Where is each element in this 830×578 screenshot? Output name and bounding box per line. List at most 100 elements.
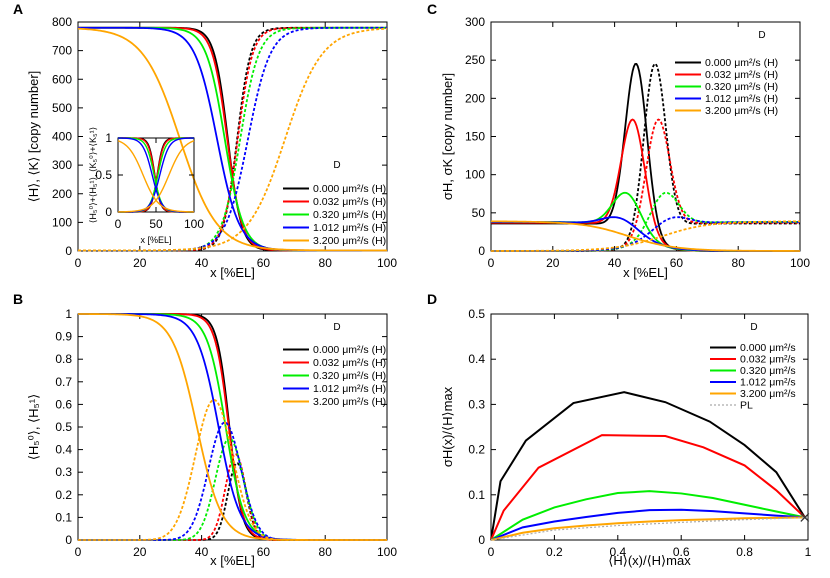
panel-c-legend-entry: 1.012 μm²/s (H) bbox=[705, 93, 778, 105]
panel-b-ylabel: ⟨H₅⁰⟩, ⟨H₅¹⟩ bbox=[26, 394, 41, 460]
panel-a-letter: A bbox=[13, 1, 23, 17]
panel-d-ytick-label: 0.4 bbox=[468, 352, 485, 366]
panel-b-legend-entry: 0.032 μm²/s (H) bbox=[313, 357, 386, 369]
panel-a-inset-line bbox=[117, 140, 195, 213]
panel-a-ytick-label: 300 bbox=[52, 158, 72, 172]
panel-b-xtick-label: 100 bbox=[377, 545, 397, 559]
panel-a-ytick-label: 500 bbox=[52, 101, 72, 115]
panel-a-ytick-label: 100 bbox=[52, 215, 72, 229]
panel-b-xtick-label: 80 bbox=[319, 545, 333, 559]
panel-a-K-line bbox=[78, 27, 388, 252]
panel-b-legend-entry: 0.320 μm²/s (H) bbox=[313, 370, 386, 382]
panel-a-ylabel: ⟨H⟩, ⟨K⟩ [copy number] bbox=[26, 71, 41, 203]
panel-b-ytick-label: 0.7 bbox=[55, 375, 72, 389]
panel-c: 0 20 40 60 80 100 0 50 100 150 200 250 300 Cx [%EL] σH… bbox=[427, 1, 810, 280]
panel-d-corner-label: D bbox=[750, 322, 757, 333]
panel-d-ytick-label: 0 bbox=[478, 533, 485, 547]
panel-c-legend-entry: 0.320 μm²/s (H) bbox=[705, 81, 778, 93]
panel-b-ytick-label: 0.8 bbox=[55, 352, 72, 366]
panel-a-inset-xtick-label: 50 bbox=[149, 217, 163, 231]
panel-d-ytick-label: 0.5 bbox=[468, 307, 485, 321]
panel-a-xtick-label: 0 bbox=[75, 256, 82, 270]
panel-d-ytick-label: 0.3 bbox=[468, 397, 485, 411]
panel-c-K-line bbox=[491, 118, 800, 252]
panel-a-legend-entry: 1.012 μm²/s (H) bbox=[313, 222, 386, 234]
panel-d-legend-entry: PL bbox=[740, 400, 753, 412]
panel-c-legend-entry: 3.200 μm²/s (H) bbox=[705, 105, 778, 117]
panel-a-ytick-label: 0 bbox=[65, 244, 72, 258]
panel-c-xtick-label: 80 bbox=[732, 256, 746, 270]
panel-a-inset-ytick-label: 0 bbox=[105, 205, 112, 219]
panel-d-endpoint-marker bbox=[800, 512, 810, 522]
panel-d-letter: D bbox=[427, 291, 437, 307]
panel-c-ytick-label: 0 bbox=[478, 244, 485, 258]
panel-a-inset-ytick-label: 0.5 bbox=[95, 168, 112, 182]
panel-b-corner-label: D bbox=[333, 322, 340, 333]
panel-b-xtick-label: 60 bbox=[257, 545, 271, 559]
panel-d-plot-frame bbox=[490, 313, 809, 541]
panel-c-xtick-label: 60 bbox=[670, 256, 684, 270]
panel-c-ytick-label: 300 bbox=[465, 15, 485, 29]
panel-d-line bbox=[490, 391, 806, 541]
panel-a-xtick-label: 40 bbox=[195, 256, 209, 270]
panel-b: 0 20 40 60 80 100 0 0.1 0.2 0.3 0.4 0.5 0.6 0.7 0.8 0.9… bbox=[13, 291, 397, 568]
panel-d-ytick-label: 0.1 bbox=[468, 488, 485, 502]
panel-a-legend-entry: 3.200 μm²/s (H) bbox=[313, 235, 386, 247]
panel-c-ytick-label: 200 bbox=[465, 91, 485, 105]
panel-d-legend-entry: 0.320 μm²/s bbox=[740, 365, 796, 377]
panel-d-ytick-label: 0.2 bbox=[468, 443, 485, 457]
panel-c-xtick-label: 20 bbox=[546, 256, 560, 270]
panel-a-legend-entry: 0.320 μm²/s (H) bbox=[313, 209, 386, 221]
panel-a-corner-label: D bbox=[333, 160, 340, 171]
panel-c-legend-entry: 0.032 μm²/s (H) bbox=[705, 69, 778, 81]
panel-b-ytick-label: 0.6 bbox=[55, 397, 72, 411]
panel-c-xtick-label: 100 bbox=[790, 256, 810, 270]
panel-d-line bbox=[490, 434, 806, 541]
panel-a-inset-xtick-label: 100 bbox=[184, 217, 204, 231]
panel-b-ytick-label: 0.1 bbox=[55, 510, 72, 524]
panel-a-xtick-label: 60 bbox=[257, 256, 271, 270]
panel-d-xtick-label: 0.2 bbox=[546, 545, 563, 559]
panel-a-legend-entry: 0.000 μm²/s (H) bbox=[313, 183, 386, 195]
panel-d-xtick-label: 0.6 bbox=[673, 545, 690, 559]
panel-c-ytick-label: 150 bbox=[465, 130, 485, 144]
panel-b-xtick-label: 40 bbox=[195, 545, 209, 559]
panel-a-inset-ytick-label: 1 bbox=[105, 131, 112, 145]
panel-c-ylabel: σH, σK [copy number] bbox=[440, 73, 455, 200]
panel-a-inset-xtick-label: 0 bbox=[115, 217, 122, 231]
panel-b-ytick-label: 0.3 bbox=[55, 465, 72, 479]
panel-a-xtick-label: 100 bbox=[377, 256, 397, 270]
panel-d-xlabel: ⟨H⟩(x)/⟨H⟩max bbox=[608, 553, 691, 568]
panel-a-ytick-label: 200 bbox=[52, 187, 72, 201]
panel-c-corner-label: D bbox=[758, 30, 765, 41]
panel-c-xtick-label: 0 bbox=[488, 256, 495, 270]
panel-d-line bbox=[490, 516, 809, 541]
panel-d-line bbox=[490, 516, 805, 541]
panel-b-ytick-label: 1 bbox=[65, 307, 72, 321]
panel-a-xlabel: x [%EL] bbox=[210, 265, 255, 280]
panel-d-xtick-label: 0.8 bbox=[736, 545, 753, 559]
panel-b-legend-entry: 1.012 μm²/s (H) bbox=[313, 383, 386, 395]
panel-a-inset-xlabel: x [%EL] bbox=[140, 235, 171, 245]
panel-b-ytick-label: 0 bbox=[65, 533, 72, 547]
panel-b-ytick-label: 0.2 bbox=[55, 488, 72, 502]
panel-d-legend-entry: 3.200 μm²/s bbox=[740, 388, 796, 400]
panel-a-ytick-label: 400 bbox=[52, 130, 72, 144]
panel-b-legend-entry: 3.200 μm²/s (H) bbox=[313, 396, 386, 408]
panel-d-xtick-label: 1 bbox=[805, 545, 812, 559]
panel-b-ytick-label: 0.4 bbox=[55, 443, 72, 457]
panel-c-legend-entry: 0.000 μm²/s (H) bbox=[705, 57, 778, 69]
panel-d-line bbox=[490, 490, 806, 541]
panel-a-inset-ylabel: ⟨H₅⁰⟩+⟨H₅¹⟩, ⟨K₅⁰⟩+⟨K₅¹⟩ bbox=[88, 127, 98, 223]
panel-a: 0 20 40 60 80 1000100200300400500600700800Ax … bbox=[13, 1, 397, 280]
panel-c-letter: C bbox=[427, 1, 437, 17]
panel-a-ytick-label: 800 bbox=[52, 15, 72, 29]
panel-b-letter: B bbox=[13, 291, 23, 307]
panel-d: 0 0.2 0.4 0.6 0.8 1 0 0.1 0.2 0.3 0.4 0.5 D ⟨H⟩(x)/⟨H… bbox=[427, 291, 812, 568]
panel-d-xtick-label: 0 bbox=[488, 545, 495, 559]
panel-c-xtick-label: 40 bbox=[608, 256, 622, 270]
panel-b-ytick-label: 0.5 bbox=[55, 420, 72, 434]
panel-c-K-line bbox=[491, 220, 801, 252]
panel-d-xtick-label: 0.4 bbox=[609, 545, 626, 559]
